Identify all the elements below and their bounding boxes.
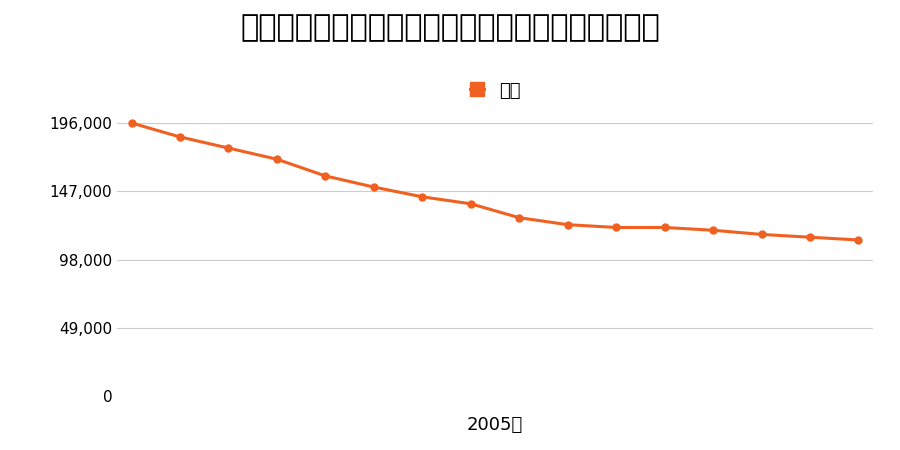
価格	[223, 145, 234, 151]
価格	[126, 120, 137, 126]
価格	[417, 194, 428, 199]
価格	[659, 225, 670, 230]
価格	[272, 157, 283, 162]
価格	[805, 234, 815, 240]
Line: 価格: 価格	[128, 120, 862, 243]
価格	[320, 173, 331, 179]
価格	[707, 228, 718, 233]
Text: 2005年: 2005年	[467, 417, 523, 435]
価格	[853, 237, 864, 243]
価格	[611, 225, 622, 230]
価格	[756, 232, 767, 237]
価格	[514, 215, 525, 220]
Legend: 価格: 価格	[463, 75, 527, 107]
価格	[562, 222, 573, 227]
価格	[175, 134, 185, 140]
価格	[465, 201, 476, 207]
Text: 神奈川県平塚市東八幡３丁目５８５番外の地価推移: 神奈川県平塚市東八幡３丁目５８５番外の地価推移	[240, 14, 660, 42]
価格	[368, 184, 379, 190]
